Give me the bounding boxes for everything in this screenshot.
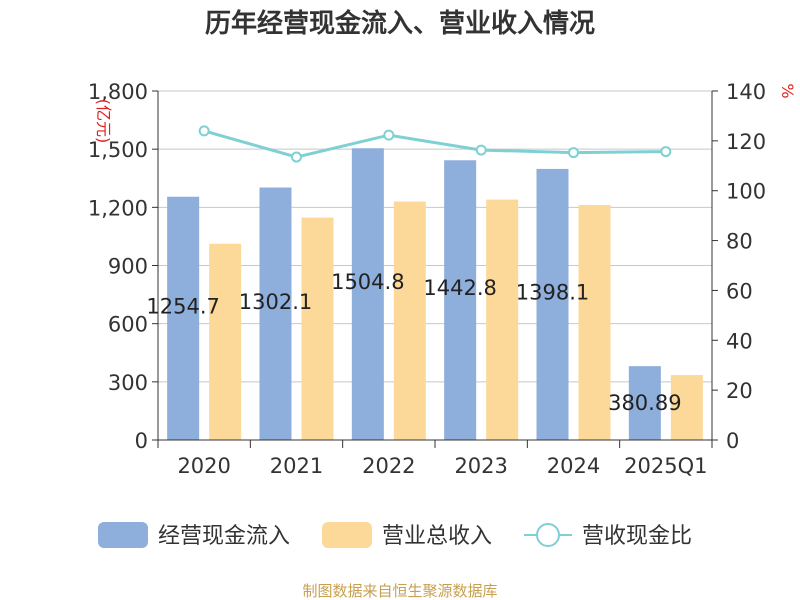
left-tick-label: 1,500 xyxy=(88,138,148,162)
data-labels: 1254.7 1302.1 1504.8 1442.8 1398.1 380.89 xyxy=(146,270,681,415)
left-tick-label: 1,800 xyxy=(88,80,148,104)
x-tick-label: 2021 xyxy=(270,454,323,478)
x-tick-label: 2024 xyxy=(547,454,600,478)
right-tick-label: 60 xyxy=(726,279,753,303)
data-label: 1442.8 xyxy=(423,276,496,300)
line-series xyxy=(198,125,672,163)
bar xyxy=(536,168,569,440)
data-label: 1302.1 xyxy=(239,290,312,314)
bar xyxy=(444,160,477,440)
legend-marker xyxy=(536,523,560,547)
bar xyxy=(351,148,384,440)
line-point xyxy=(660,146,672,158)
left-tick-label: 1,200 xyxy=(88,196,148,220)
legend-label: 营业总收入 xyxy=(382,524,492,549)
bar xyxy=(167,196,200,440)
right-tick-label: 0 xyxy=(726,429,739,453)
legend-label: 经营现金流入 xyxy=(158,524,290,549)
left-tick-label: 300 xyxy=(108,371,148,395)
data-label: 1254.7 xyxy=(146,294,219,318)
bar xyxy=(670,375,703,440)
left-tick-label: 0 xyxy=(135,429,148,453)
chart-title: 历年经营现金流入、营业收入情况 xyxy=(205,8,595,39)
bar xyxy=(393,201,426,440)
legend-label: 营收现金比 xyxy=(582,524,692,549)
bar-series xyxy=(167,148,703,440)
bar xyxy=(628,366,661,440)
gridlines xyxy=(158,90,712,441)
right-tick-label: 140 xyxy=(726,80,766,104)
x-tick-label: 2023 xyxy=(454,454,507,478)
line-point xyxy=(198,125,210,137)
line-point xyxy=(475,144,487,156)
right-tick-label: 120 xyxy=(726,130,766,154)
axes: 0 300 600 900 1,200 1,500 1,800 0 20 40 60 80 100 120… xyxy=(88,80,797,478)
bar xyxy=(578,205,611,440)
left-tick-label: 600 xyxy=(108,313,148,337)
line-point xyxy=(383,129,395,141)
x-tick-label: 2022 xyxy=(362,454,415,478)
data-label: 1504.8 xyxy=(331,270,404,294)
x-tick-label: 2020 xyxy=(177,454,230,478)
series-line xyxy=(203,129,666,159)
bar xyxy=(486,199,519,440)
line-point xyxy=(291,151,302,163)
left-tick-label: 900 xyxy=(108,255,148,279)
legend: 经营现金流入 营业总收入 营收现金比 xyxy=(98,522,692,549)
right-tick-label: 80 xyxy=(726,230,753,254)
left-axis-unit: (亿元) xyxy=(94,99,113,144)
bar xyxy=(301,217,334,440)
right-tick-label: 20 xyxy=(726,379,753,403)
legend-swatch xyxy=(322,522,372,548)
right-axis-unit: % xyxy=(778,83,797,98)
data-label: 380.89 xyxy=(608,391,681,415)
bar xyxy=(209,243,242,440)
source-note: 制图数据来自恒生聚源数据库 xyxy=(302,582,497,600)
legend-swatch xyxy=(98,522,148,548)
bar xyxy=(259,187,292,440)
right-tick-label: 40 xyxy=(726,329,753,353)
x-tick-label: 2025Q1 xyxy=(624,454,707,478)
data-label: 1398.1 xyxy=(516,280,589,304)
line-point xyxy=(568,147,579,159)
right-tick-label: 100 xyxy=(726,180,766,204)
